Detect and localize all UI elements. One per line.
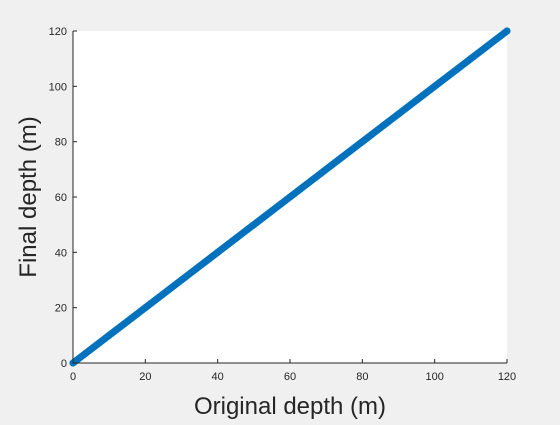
y-tick-label: 80	[55, 137, 67, 149]
x-tick-label: 0	[70, 371, 76, 383]
x-tick-label: 40	[212, 371, 224, 383]
x-tick-label: 80	[356, 371, 368, 383]
y-tick-label: 40	[55, 247, 67, 259]
data-point	[467, 55, 475, 63]
data-point	[141, 304, 149, 312]
data-point	[431, 82, 439, 90]
data-point	[395, 110, 402, 118]
data-point	[105, 331, 113, 339]
data-point	[214, 248, 222, 256]
data-point	[250, 221, 258, 229]
data-point	[322, 165, 330, 173]
y-tick-label: 0	[61, 358, 67, 370]
x-axis-title: Original depth (m)	[194, 393, 386, 420]
y-tick-label: 60	[55, 192, 67, 204]
y-tick-label: 20	[55, 303, 67, 315]
y-tick-label: 100	[49, 81, 67, 93]
data-point	[286, 193, 294, 201]
x-tick-label: 20	[139, 371, 151, 383]
data-point	[503, 27, 511, 35]
y-tick-label: 120	[49, 26, 67, 38]
x-tick-label: 100	[425, 371, 443, 383]
data-point	[358, 138, 366, 146]
x-tick-label: 120	[498, 371, 516, 383]
y-axis-title: Final depth (m)	[15, 116, 42, 277]
x-tick-label: 60	[284, 371, 296, 383]
data-point	[178, 276, 185, 284]
ticks-layer: 0 20 40 60 80 100 120 0 20 40 60 80 100 120	[49, 26, 517, 383]
series-layer	[69, 27, 511, 367]
